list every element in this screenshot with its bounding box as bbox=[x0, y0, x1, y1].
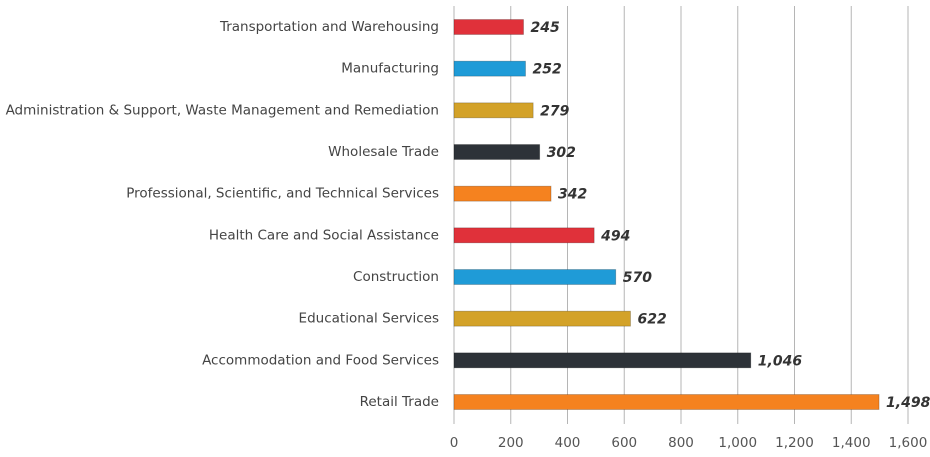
x-tick-label: 1,000 bbox=[718, 435, 757, 451]
value-label: 1,498 bbox=[886, 395, 930, 411]
value-label: 279 bbox=[540, 103, 569, 119]
bar bbox=[453, 144, 541, 160]
bar bbox=[453, 352, 752, 369]
bar bbox=[453, 269, 617, 285]
category-label: Educational Services bbox=[299, 311, 439, 327]
x-tick-label: 800 bbox=[668, 435, 694, 451]
bar bbox=[453, 227, 595, 244]
x-tick-label: 1,600 bbox=[889, 435, 928, 451]
value-label: 342 bbox=[558, 187, 587, 203]
bar bbox=[453, 102, 534, 119]
category-label: Wholesale Trade bbox=[328, 144, 439, 160]
category-label: Retail Trade bbox=[360, 394, 439, 410]
category-label: Transportation and Warehousing bbox=[219, 19, 439, 35]
value-label: 252 bbox=[533, 62, 562, 78]
bar bbox=[453, 394, 880, 410]
value-label: 570 bbox=[623, 270, 652, 286]
category-label: Professional, Scientific, and Technical … bbox=[126, 186, 439, 202]
value-label: 622 bbox=[637, 312, 666, 328]
value-label: 302 bbox=[547, 145, 576, 161]
x-tick-label: 200 bbox=[498, 435, 524, 451]
x-tick-label: 1,400 bbox=[832, 435, 871, 451]
value-label: 245 bbox=[531, 20, 560, 36]
category-label: Administration & Support, Waste Manageme… bbox=[6, 102, 439, 118]
value-label: 494 bbox=[600, 228, 630, 244]
category-label: Health Care and Social Assistance bbox=[209, 227, 439, 243]
bar bbox=[453, 19, 524, 35]
category-label: Accommodation and Food Services bbox=[202, 352, 439, 368]
x-tick-label: 1,200 bbox=[775, 435, 814, 451]
category-label: Construction bbox=[353, 269, 439, 285]
value-label: 1,046 bbox=[758, 353, 803, 369]
category-label: Manufacturing bbox=[341, 61, 439, 77]
bar bbox=[453, 185, 552, 202]
x-tick-label: 0 bbox=[450, 435, 459, 451]
x-tick-label: 600 bbox=[611, 435, 637, 451]
x-tick-label: 400 bbox=[555, 435, 581, 451]
bar bbox=[453, 310, 631, 327]
bar bbox=[453, 60, 526, 77]
